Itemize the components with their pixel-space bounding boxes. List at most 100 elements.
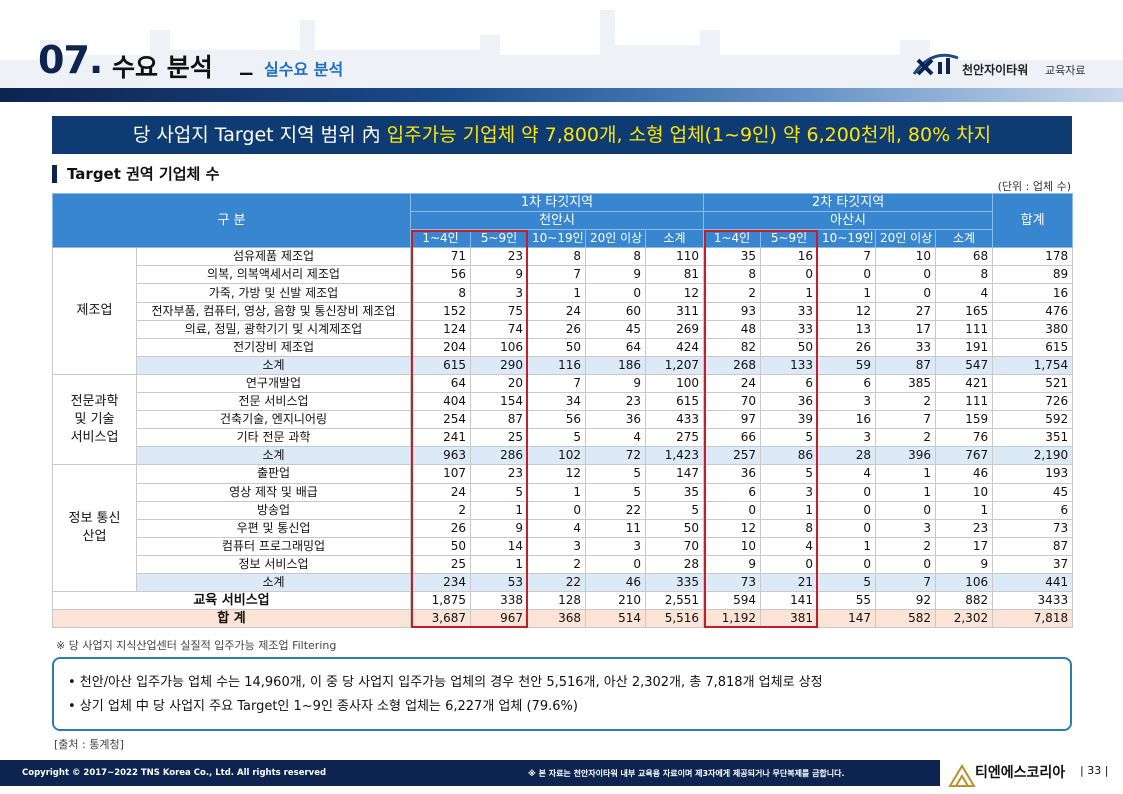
- value-cell: 547: [935, 355, 994, 375]
- value-cell: 12: [644, 283, 705, 303]
- value-cell: 60: [585, 301, 646, 321]
- value-cell: 241: [410, 428, 471, 448]
- value-cell: 3,687: [410, 609, 471, 629]
- value-cell: 14: [470, 536, 528, 556]
- value-cell: 186: [585, 355, 646, 375]
- column-header: 소계: [935, 229, 994, 249]
- value-cell: 25: [470, 428, 528, 448]
- value-cell: 0: [817, 500, 877, 520]
- column-header: 20인 이상: [875, 229, 937, 249]
- row-label: 컴퓨터 프로그래밍업: [136, 536, 411, 556]
- value-cell: 3: [817, 428, 877, 448]
- value-cell: 594: [703, 591, 762, 611]
- value-cell: 8: [585, 247, 646, 267]
- value-cell: 24: [703, 373, 762, 394]
- value-cell: 89: [992, 265, 1074, 285]
- value-cell: 615: [992, 337, 1074, 357]
- value-cell: 767: [935, 446, 994, 466]
- data-row: 전자부품, 컴퓨터, 영상, 음향 및 통신장비 제조업 152 75 24 60 311…: [53, 301, 1074, 321]
- value-cell: 9: [585, 373, 646, 394]
- row-label: 건축기술, 엔지니어링: [136, 410, 411, 430]
- value-cell: 4: [817, 464, 877, 484]
- value-cell: 0: [875, 283, 937, 303]
- value-cell: 28: [817, 446, 877, 466]
- value-cell: 50: [760, 337, 819, 357]
- value-cell: 433: [644, 410, 705, 430]
- value-cell: 0: [875, 265, 937, 285]
- value-cell: 50: [527, 337, 586, 357]
- value-cell: 25: [410, 554, 471, 574]
- value-cell: 311: [644, 301, 705, 321]
- value-cell: 76: [935, 428, 994, 448]
- data-row: 제조업 섬유제품 제조업 71 23 8 8 110 35 16 7 10 68 178: [52, 247, 1074, 375]
- value-cell: 27: [875, 301, 937, 321]
- value-cell: 72: [585, 446, 646, 466]
- data-row: 기타 전문 과학 241 25 5 4 275 66 5 3 2 76 351: [53, 428, 1074, 448]
- value-cell: 106: [470, 337, 528, 357]
- value-cell: 2: [875, 392, 937, 412]
- value-cell: 111: [935, 392, 994, 412]
- disclaimer: ※ 본 자료는 천안자이타워 내부 교육용 자료이며 제3자에게 제공되거나 무…: [528, 769, 845, 778]
- value-cell: 3433: [992, 591, 1074, 611]
- value-cell: 33: [760, 301, 819, 321]
- section-title: Target 권역 기업체 수: [52, 165, 219, 183]
- page-title: 수요 분석: [112, 53, 213, 82]
- value-cell: 5: [527, 428, 586, 448]
- company-logo: [948, 764, 976, 787]
- group-label: 제조업: [52, 247, 137, 375]
- value-cell: 73: [992, 518, 1074, 538]
- row-label: 전기장비 제조업: [136, 337, 411, 357]
- value-cell: 2: [875, 428, 937, 448]
- value-cell: 204: [410, 337, 471, 357]
- value-cell: 82: [703, 337, 762, 357]
- value-cell: 385: [875, 373, 937, 394]
- data-row: 건축기술, 엔지니어링 254 87 56 36 433 97 39 16 7 159 592: [53, 410, 1074, 430]
- value-cell: 0: [817, 482, 877, 502]
- value-cell: 351: [992, 428, 1074, 448]
- value-cell: 9: [935, 554, 994, 574]
- value-cell: 73: [703, 572, 762, 593]
- value-cell: 6: [703, 482, 762, 502]
- value-cell: 154: [470, 392, 528, 412]
- value-cell: 269: [644, 319, 705, 339]
- data-row: 의료, 정밀, 광학기기 및 시계제조업 124 74 26 45 269 48 33 13 17…: [53, 319, 1074, 339]
- unit-label: (단위 : 업체 수): [997, 180, 1071, 193]
- value-cell: 16: [760, 247, 819, 267]
- value-cell: 0: [527, 500, 586, 520]
- value-cell: 5: [760, 428, 819, 448]
- column-header: 소계: [644, 229, 705, 249]
- value-cell: 81: [644, 265, 705, 285]
- data-row: 전문 서비스업 404 154 34 23 615 70 36 3 2 111 726: [53, 392, 1074, 412]
- value-cell: 13: [817, 319, 877, 339]
- value-cell: 21: [760, 572, 819, 593]
- value-cell: 12: [817, 301, 877, 321]
- value-cell: 514: [585, 609, 646, 629]
- value-cell: 48: [703, 319, 762, 339]
- data-row: 방송업 2 1 0 22 5 0 1 0 0 1 6: [53, 500, 1074, 520]
- value-cell: 521: [992, 373, 1074, 394]
- value-cell: 35: [703, 247, 762, 267]
- value-cell: 5: [817, 572, 877, 593]
- value-cell: 2: [703, 283, 762, 303]
- column-header: 10~19인: [817, 229, 877, 249]
- value-cell: 5,516: [644, 609, 705, 629]
- value-cell: 116: [527, 355, 586, 375]
- value-cell: 26: [817, 337, 877, 357]
- data-row: 교육 서비스업 1,875 338 128 210 2,551 594 141 55 92 882 3…: [52, 591, 1074, 611]
- value-cell: 2,302: [935, 609, 994, 629]
- row-label: 우편 및 통신업: [136, 518, 411, 538]
- row-label: 전자부품, 컴퓨터, 영상, 음향 및 통신장비 제조업: [136, 301, 411, 321]
- value-cell: 36: [703, 464, 762, 484]
- value-cell: 8: [760, 518, 819, 538]
- value-cell: 34: [527, 392, 586, 412]
- value-cell: 1: [527, 283, 586, 303]
- value-cell: 8: [703, 265, 762, 285]
- value-cell: 70: [703, 392, 762, 412]
- row-label: 교육 서비스업: [52, 591, 411, 611]
- value-cell: 39: [760, 410, 819, 430]
- page-subtitle: 실수요 분석: [264, 60, 344, 79]
- value-cell: 1: [470, 500, 528, 520]
- value-cell: 9: [585, 265, 646, 285]
- value-cell: 3: [760, 482, 819, 502]
